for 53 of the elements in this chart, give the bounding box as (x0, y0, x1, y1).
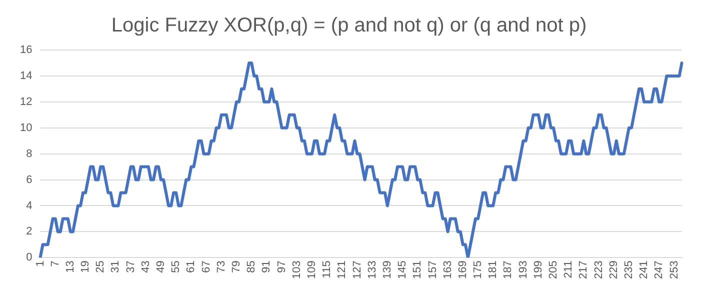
x-tick-label: 247 (653, 260, 666, 280)
x-tick-label: 223 (592, 260, 605, 280)
x-tick-label: 109 (306, 260, 318, 280)
x-tick-label: 37 (124, 260, 137, 273)
x-tick-label: 187 (502, 260, 514, 280)
x-tick-label: 163 (442, 260, 454, 280)
y-tick-label: 4 (26, 200, 32, 212)
x-tick-label: 61 (185, 260, 198, 273)
x-tick-label: 97 (276, 260, 288, 273)
x-tick-label: 49 (155, 260, 168, 273)
x-tick-label: 205 (548, 260, 560, 280)
x-tick-label: 43 (140, 260, 152, 273)
x-tick-label: 229 (608, 260, 620, 280)
x-tick-label: 199 (532, 260, 544, 280)
y-tick-label: 12 (20, 96, 32, 108)
y-tick-label: 0 (26, 252, 32, 264)
y-tick-label: 6 (26, 174, 32, 186)
x-tick-label: 115 (321, 260, 334, 278)
x-tick-label: 31 (110, 260, 122, 273)
x-tick-label: 7 (49, 260, 62, 267)
y-tick-label: 2 (26, 226, 32, 238)
y-tick-label: 8 (26, 148, 32, 160)
x-tick-label: 145 (396, 260, 409, 280)
y-tick-label: 16 (20, 44, 32, 56)
x-tick-label: 169 (456, 260, 469, 280)
x-tick-label: 157 (426, 260, 439, 280)
x-tick-label: 211 (562, 260, 575, 278)
x-tick-label: 25 (94, 260, 107, 273)
y-tick-label: 10 (20, 122, 32, 134)
x-tick-label: 19 (80, 260, 92, 273)
x-tick-label: 175 (472, 260, 484, 280)
x-tick-label: 85 (246, 260, 258, 273)
x-tick-label: 79 (230, 260, 243, 273)
x-tick-label: 103 (290, 260, 303, 280)
x-tick-label: 193 (517, 260, 530, 280)
x-tick-label: 139 (381, 260, 394, 280)
x-tick-label: 241 (638, 260, 650, 280)
x-tick-label: 181 (487, 260, 500, 280)
x-tick-label: 121 (336, 260, 348, 280)
x-tick-label: 217 (578, 260, 590, 280)
x-tick-label: 1 (34, 260, 46, 267)
y-tick-label: 14 (20, 70, 32, 82)
x-tick-label: 13 (64, 260, 76, 273)
x-tick-label: 133 (366, 260, 378, 280)
x-tick-label: 151 (412, 260, 424, 280)
x-tick-label: 55 (170, 260, 182, 273)
x-tick-label: 127 (351, 260, 364, 280)
x-tick-label: 73 (215, 260, 228, 273)
x-tick-label: 91 (260, 260, 273, 273)
x-tick-label: 253 (668, 260, 680, 280)
chart-title: Logic Fuzzy XOR(p,q) = (p and not q) or (q and not p) (111, 14, 587, 37)
x-tick-label: 67 (200, 260, 212, 273)
x-tick-label: 235 (622, 260, 635, 280)
